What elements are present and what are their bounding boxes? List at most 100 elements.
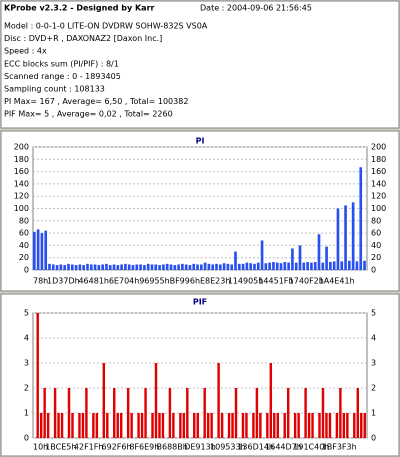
bar — [144, 388, 147, 438]
x-tick-label: 1BCE5h — [45, 443, 76, 452]
bar — [234, 251, 237, 270]
bar — [57, 413, 60, 438]
bar — [207, 263, 211, 270]
bar — [143, 265, 146, 270]
y2-tick-label: 120 — [371, 192, 386, 201]
bar — [113, 388, 116, 438]
bar — [253, 263, 256, 270]
x-tick-label: 191C40h — [293, 443, 329, 452]
bar — [302, 262, 306, 270]
x-tick-label: 6E704h — [109, 277, 139, 286]
bar — [181, 263, 184, 270]
bar — [351, 202, 355, 270]
info-line: PI Max= 167 , Average= 6,50 , Total= 100… — [4, 97, 188, 106]
bar — [67, 263, 70, 270]
bar — [215, 263, 218, 270]
bar — [135, 264, 139, 270]
y-tick-label: 40 — [19, 241, 29, 250]
bar — [325, 246, 328, 270]
bar — [131, 265, 135, 270]
bar — [53, 388, 57, 438]
chart-title: PI — [196, 137, 205, 146]
bar — [97, 265, 101, 270]
bar — [39, 413, 43, 438]
bar — [342, 413, 346, 438]
bar — [126, 388, 130, 438]
y2-tick-label: 1 — [371, 409, 376, 418]
bar — [329, 262, 332, 270]
bar — [339, 388, 342, 438]
bar — [193, 413, 196, 438]
bar — [283, 262, 287, 270]
info-line: ECC blocks sum (PI/PIF) : 8/1 — [4, 59, 119, 68]
bar — [81, 413, 85, 438]
bar — [101, 264, 104, 270]
y-tick-label: 20 — [19, 253, 29, 262]
bar — [306, 262, 309, 270]
bar — [59, 264, 63, 270]
bar — [200, 264, 203, 270]
bar — [218, 264, 222, 270]
bar — [346, 413, 349, 438]
bar — [273, 413, 276, 438]
x-tick-label: E8E23h — [200, 277, 230, 286]
bar — [165, 263, 169, 270]
bar — [44, 230, 48, 270]
bar — [116, 413, 119, 438]
bar — [313, 262, 317, 270]
info-line: Scanned range : 0 - 1893405 — [4, 72, 121, 81]
bar — [268, 262, 271, 270]
bar — [51, 264, 55, 270]
y2-tick-label: 20 — [371, 253, 381, 262]
bar — [168, 388, 172, 438]
bar — [85, 388, 88, 438]
bar — [186, 388, 189, 438]
bar — [260, 240, 264, 270]
bar — [140, 413, 144, 438]
x-tick-label: 78h — [33, 277, 48, 286]
bar — [269, 363, 273, 438]
x-tick-label: B688Bh — [157, 443, 188, 452]
bar — [169, 264, 173, 270]
y2-tick-label: 3 — [371, 359, 376, 368]
bar — [89, 264, 93, 270]
bar — [137, 413, 140, 438]
bar — [355, 261, 359, 270]
info-line: Disc : DVD+R , DAXONAZ2 [Daxon Inc.] — [4, 34, 162, 43]
bar — [120, 264, 123, 270]
bar — [192, 263, 196, 270]
bar — [241, 413, 245, 438]
y-tick-label: 0 — [24, 434, 29, 443]
bar — [196, 413, 199, 438]
y-tick-label: 120 — [14, 192, 29, 201]
y2-tick-label: 60 — [371, 229, 381, 238]
bar — [74, 265, 78, 270]
bar — [146, 263, 150, 270]
info-line: PIF Max= 5 , Average= 0,02 , Total= 2260 — [4, 110, 173, 119]
y-tick-label: 140 — [14, 179, 29, 188]
bar — [55, 265, 59, 270]
y-tick-label: 5 — [24, 309, 29, 318]
bar — [307, 413, 311, 438]
bar — [162, 264, 165, 270]
y-tick-label: 160 — [14, 167, 29, 176]
bar — [112, 264, 116, 270]
bar — [266, 413, 269, 438]
bar — [46, 413, 50, 438]
bar — [196, 264, 199, 270]
bar — [252, 413, 255, 438]
bar — [203, 262, 207, 270]
y-tick-label: 180 — [14, 155, 29, 164]
x-tick-label: 14451Fh — [258, 277, 293, 286]
bar — [210, 413, 213, 438]
info-panel — [0, 0, 400, 129]
y2-tick-label: 160 — [371, 167, 386, 176]
y2-tick-label: 4 — [371, 334, 376, 343]
bar — [256, 262, 260, 270]
y2-tick-label: 40 — [371, 241, 381, 250]
x-tick-label: 109533h — [210, 443, 246, 452]
bar — [188, 265, 192, 270]
bar — [220, 413, 224, 438]
bar — [36, 229, 40, 270]
chart-title: PIF — [193, 298, 207, 307]
